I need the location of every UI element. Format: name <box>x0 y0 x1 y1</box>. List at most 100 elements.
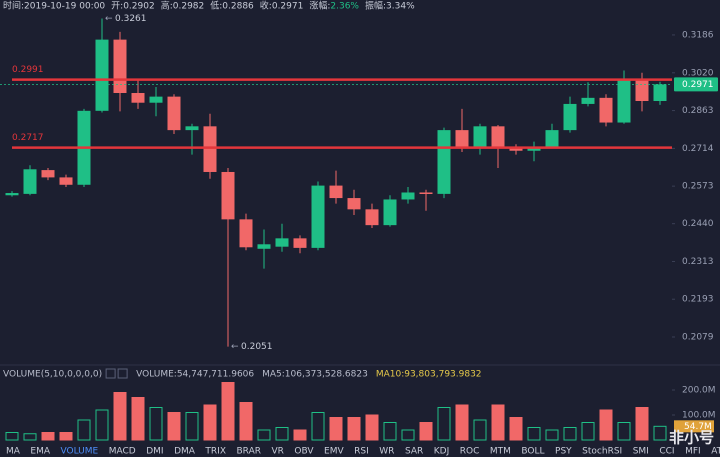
candle-body <box>383 199 397 226</box>
volume-bar <box>59 432 73 441</box>
tab[interactable]: ATR <box>711 447 720 457</box>
volume-bar <box>599 409 613 441</box>
volume-tick-label: 200.0M <box>682 386 716 396</box>
candle-body <box>41 170 55 178</box>
info-value: 2.36% <box>330 2 359 12</box>
volume-header: VOLUME(5,10,0,0,0,0) <box>3 370 102 380</box>
tab[interactable]: SMI <box>633 447 649 457</box>
volume-bar <box>221 382 235 441</box>
volume-bar <box>365 414 379 441</box>
candle-body <box>527 147 541 151</box>
candle-body <box>455 130 469 148</box>
candle-body <box>275 238 289 247</box>
tab[interactable]: MFI <box>685 447 701 457</box>
current-price-label: 0.2971 <box>682 80 714 90</box>
info-label: 高: <box>161 0 173 12</box>
info-value: 0.2971 <box>272 2 304 12</box>
candle-body <box>329 185 343 199</box>
y-tick-label: 0.2714 <box>682 144 714 154</box>
info-value: 3.34% <box>386 2 415 12</box>
volume-bar <box>545 429 559 441</box>
tab[interactable]: RSI <box>354 447 369 457</box>
tab[interactable]: SAR <box>405 447 423 457</box>
tab[interactable]: VR <box>271 447 283 457</box>
tab[interactable]: KDJ <box>434 447 450 457</box>
tab[interactable]: BOLL <box>521 447 544 457</box>
volume-header: MA5:106,373,528.6823 <box>262 370 368 380</box>
info-label: 涨幅: <box>309 0 330 12</box>
volume-bar <box>509 417 523 441</box>
candle-body <box>563 103 577 131</box>
y-tick-label: 0.2193 <box>682 295 714 305</box>
volume-bar <box>5 432 19 441</box>
icon <box>117 368 128 379</box>
volume-bar <box>419 422 433 441</box>
tab[interactable]: EMV <box>324 447 344 457</box>
volume-bar <box>527 427 541 441</box>
tab[interactable]: MACD <box>109 447 136 457</box>
candle-body <box>257 244 271 249</box>
volume-header: MA10:93,803,793.9832 <box>376 370 482 380</box>
tab[interactable]: StochRSI <box>582 447 622 457</box>
candle-body <box>545 130 559 148</box>
candle-body <box>293 238 307 248</box>
candle-body <box>167 96 181 131</box>
candle-body <box>419 192 433 194</box>
tab[interactable]: EMA <box>30 447 50 457</box>
extreme-label: 0.3261 <box>115 14 147 24</box>
icon <box>105 368 116 379</box>
volume-bar <box>635 407 649 441</box>
candle-body <box>311 185 325 248</box>
y-tick-label: 0.2573 <box>682 182 714 192</box>
watermark: 非小号 <box>669 429 714 447</box>
tab[interactable]: CCI <box>659 447 674 457</box>
volume-bar <box>491 404 505 441</box>
candle-body <box>149 96 163 103</box>
tab[interactable]: DMA <box>174 447 196 457</box>
info-label: 收: <box>260 0 272 12</box>
candle-body <box>581 97 595 104</box>
candle-body <box>347 198 361 210</box>
candle-body <box>203 126 217 172</box>
candle-body <box>401 192 415 200</box>
y-tick-label: 0.3020 <box>682 68 714 78</box>
extreme-label: 0.2051 <box>241 342 273 352</box>
tab[interactable]: MTM <box>490 447 511 457</box>
tab[interactable]: PSY <box>555 447 572 457</box>
volume-bar <box>329 417 343 441</box>
info-value: 0.2982 <box>173 2 205 12</box>
candle-body <box>437 130 451 194</box>
volume-tag <box>674 420 714 433</box>
tab[interactable]: MA <box>6 447 21 457</box>
tab[interactable]: DMI <box>146 447 163 457</box>
tab[interactable]: OBV <box>294 447 314 457</box>
candle-body <box>5 193 19 196</box>
tab[interactable]: ROC <box>460 447 480 457</box>
volume-bar <box>455 404 469 441</box>
volume-bar <box>653 425 667 441</box>
volume-bar <box>95 409 109 441</box>
candle-body <box>239 219 253 248</box>
tab[interactable]: WR <box>379 447 394 457</box>
volume-bar <box>41 432 55 441</box>
tab[interactable]: TRIX <box>204 447 226 457</box>
volume-bar <box>149 407 163 441</box>
volume-bar <box>131 397 145 441</box>
volume-bar <box>383 422 397 441</box>
candle-body <box>365 209 379 226</box>
candle-body <box>23 169 37 194</box>
candle-body <box>473 126 487 148</box>
info-label: 振幅: <box>365 0 386 12</box>
tab[interactable]: VOLUME <box>61 447 99 457</box>
level-label: 0.2991 <box>12 65 44 75</box>
candle-body <box>131 93 145 103</box>
volume-bar <box>275 427 289 441</box>
candle-body <box>653 84 667 102</box>
volume-current-label: 54.7M <box>684 422 712 432</box>
volume-header: VOLUME:54,747,711.9606 <box>136 370 254 380</box>
volume-bar <box>581 422 595 441</box>
volume-bar <box>167 412 181 441</box>
tab[interactable]: BRAR <box>237 447 261 457</box>
info-label: 时间: <box>3 0 24 12</box>
